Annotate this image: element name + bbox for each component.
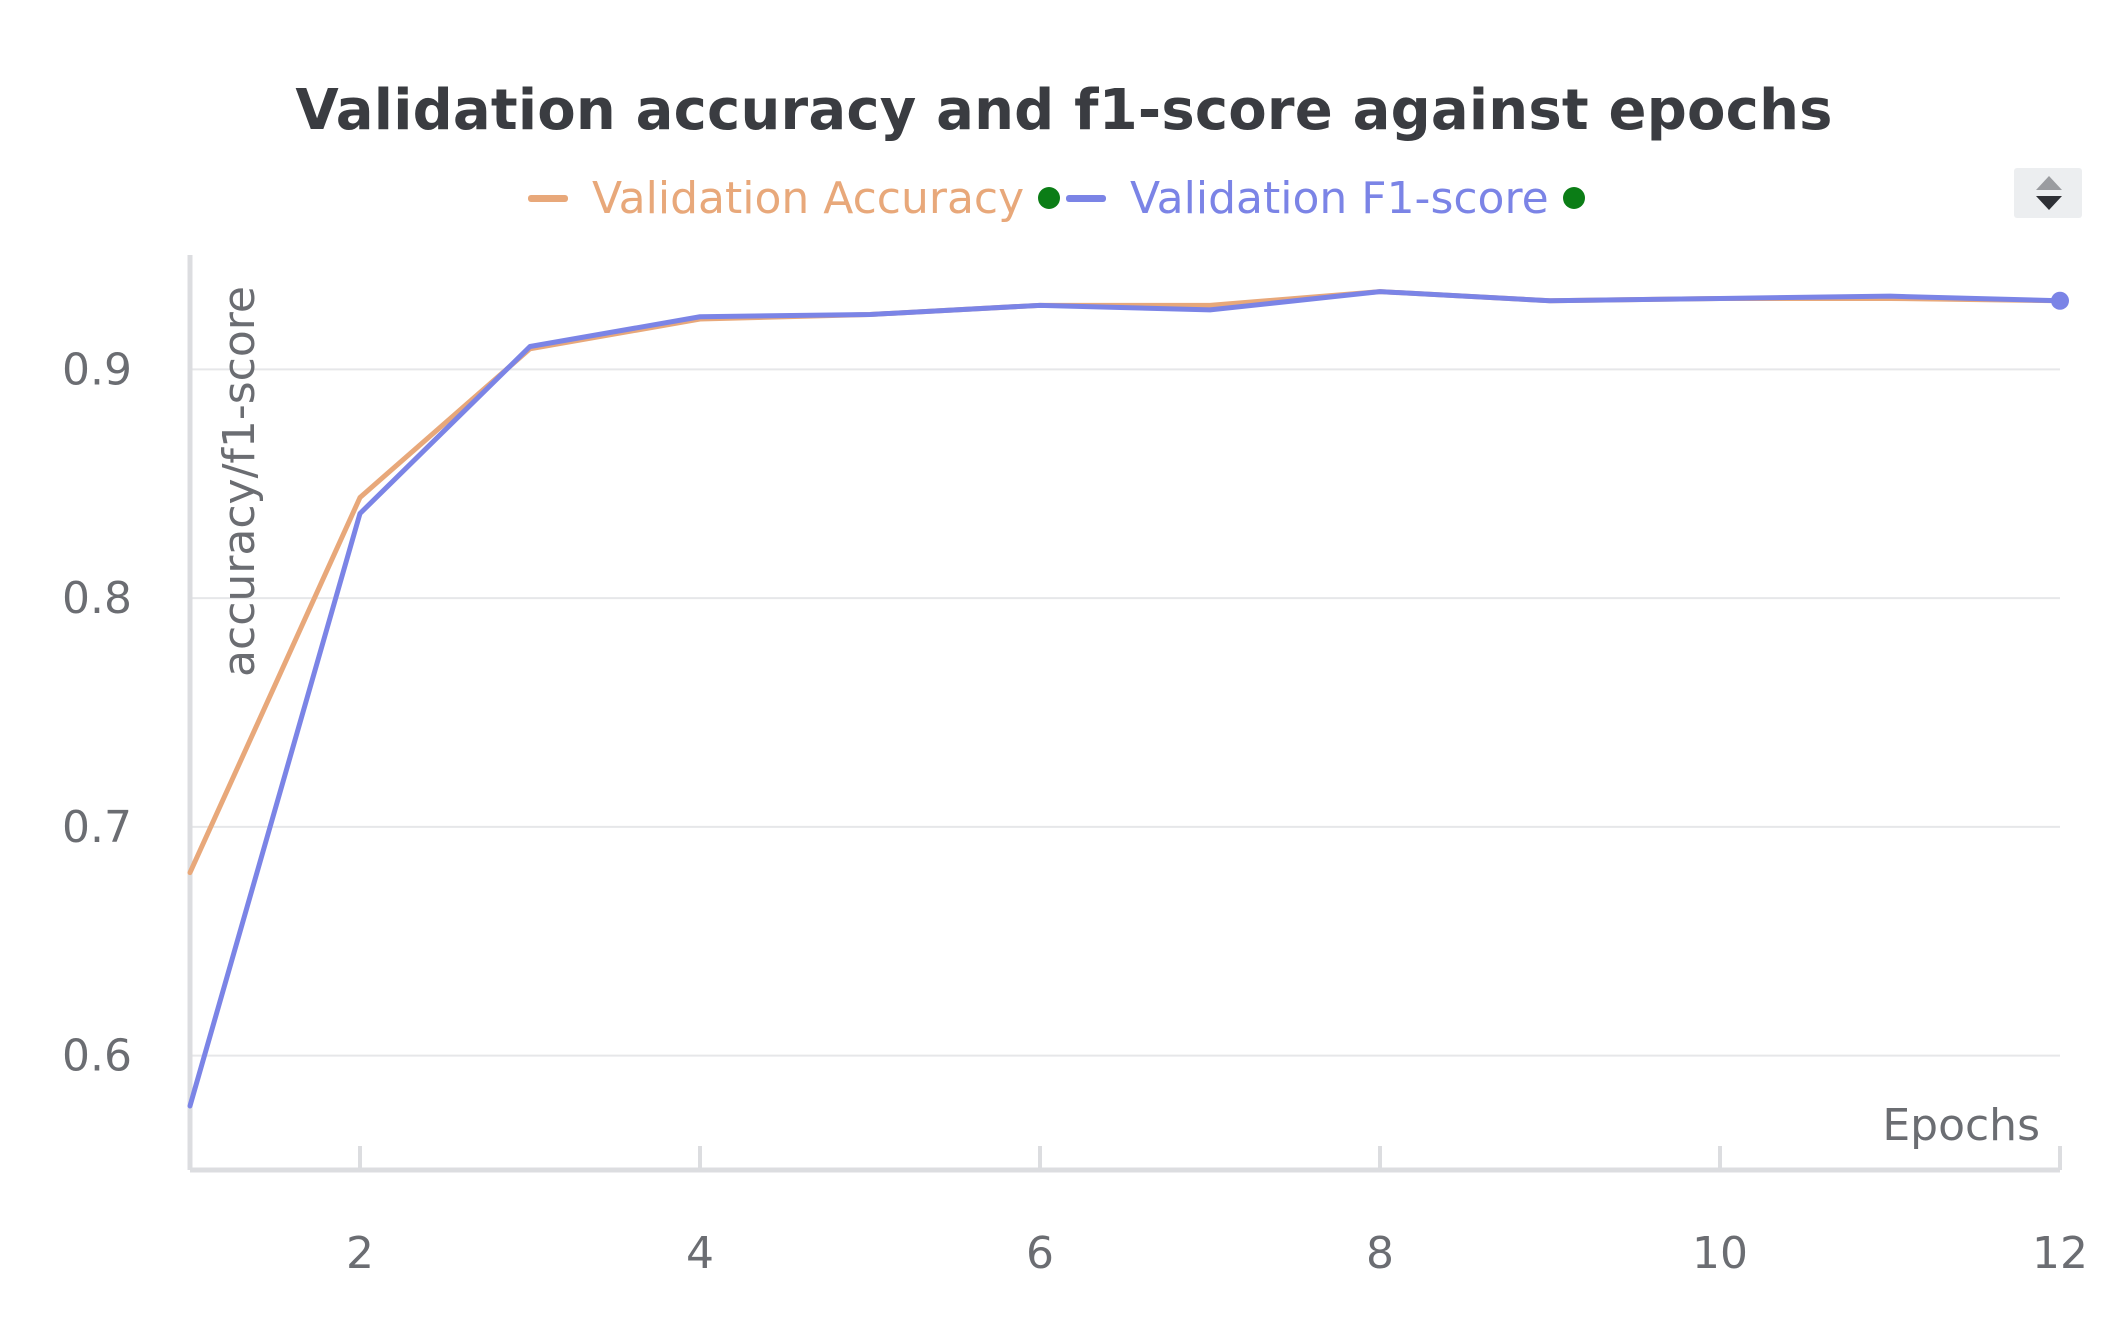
x-tick-label: 10 [1692,1228,1748,1279]
y-tick-label: 0.7 [62,802,132,853]
x-tick-label: 6 [1026,1228,1054,1279]
y-tick-label: 0.9 [62,344,132,395]
legend-scroll-button[interactable] [2014,168,2082,218]
chevron-down-icon [2036,196,2062,210]
legend-label-f1: Validation F1-score [1130,172,1549,224]
x-tick-label: 4 [686,1228,714,1279]
y-tick-label: 0.8 [62,573,132,624]
chevron-up-icon [2036,176,2062,190]
x-tick-label: 2 [346,1228,374,1279]
legend-swatch-f1 [1066,194,1106,202]
legend: Validation Accuracy Validation F1-score [0,168,2128,228]
x-tick-label: 8 [1366,1228,1394,1279]
chart-title: Validation accuracy and f1-score against… [295,78,1833,143]
x-axis-title: Epochs [1882,1100,2040,1151]
legend-item-f1[interactable]: Validation F1-score [1066,168,1585,228]
series-line-accuracy [187,289,2063,876]
y-tick-label: 0.6 [62,1031,132,1082]
y-axis-title: accuracy/f1-score [214,286,265,677]
series-line-f1 [187,289,2063,1109]
legend-label-accuracy: Validation Accuracy [592,172,1025,224]
series-end-point [2051,291,2069,310]
x-tick-label: 12 [2032,1228,2088,1279]
status-dot-icon [1562,187,1585,209]
status-dot-icon [1038,187,1061,209]
legend-swatch-accuracy [528,194,568,202]
legend-item-accuracy[interactable]: Validation Accuracy [528,168,1061,228]
